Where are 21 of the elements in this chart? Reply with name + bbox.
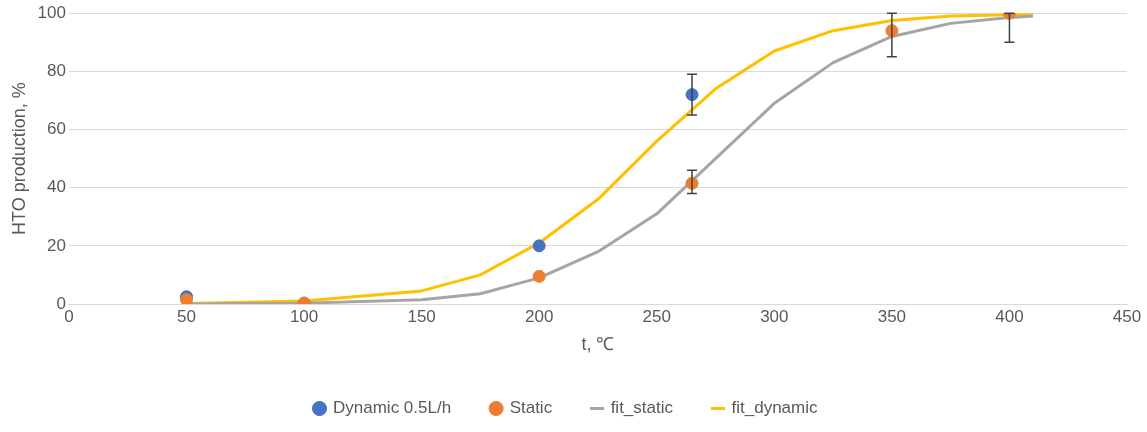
- x-tick-label: 50: [177, 306, 196, 326]
- x-tick-label: 300: [760, 306, 789, 326]
- y-tick-label: 60: [47, 119, 66, 139]
- x-axis-title: t, ℃: [581, 334, 615, 355]
- y-tick-label: 40: [47, 177, 66, 197]
- legend-label: fit_static: [610, 398, 674, 418]
- x-tick-label: 200: [525, 306, 554, 326]
- legend-label: Static: [509, 398, 553, 418]
- legend-label: Dynamic 0.5L/h: [333, 398, 452, 418]
- y-tick-label: 0: [56, 293, 66, 313]
- x-tick-label: 400: [995, 306, 1024, 326]
- x-tick-label: 150: [407, 306, 436, 326]
- y-axis-title: HTO production, %: [8, 82, 29, 235]
- x-tick-label: 100: [289, 306, 319, 326]
- x-tick-label: 250: [642, 306, 671, 326]
- y-tick-label: 80: [47, 61, 66, 81]
- legend-label: fit_dynamic: [731, 398, 818, 418]
- y-tick-label: 100: [37, 2, 66, 22]
- y-tick-label: 20: [47, 235, 66, 255]
- x-tick-label: 350: [877, 306, 907, 326]
- x-tick-label: 450: [1112, 306, 1142, 326]
